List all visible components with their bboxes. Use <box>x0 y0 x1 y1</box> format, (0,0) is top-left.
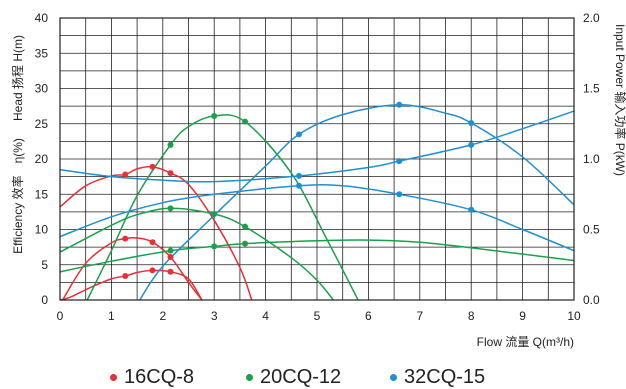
y-left-tick-label: 15 <box>35 187 49 201</box>
efficiency-point-16cq-8 <box>122 235 129 242</box>
head-curve-16cq-8 <box>59 165 253 301</box>
curves <box>59 103 575 301</box>
power-point-32cq-15 <box>468 206 475 213</box>
power-curve-16cq-8 <box>59 269 203 301</box>
power-curve-32cq-15 <box>59 184 575 252</box>
efficiency-point-32cq-15 <box>296 131 303 138</box>
legend-item-20cq-12: 20CQ-12 <box>246 366 341 388</box>
x-tick-label: 9 <box>519 309 526 323</box>
efficiency-point-32cq-15 <box>468 120 475 127</box>
legend-marker-32cq-15 <box>390 373 397 381</box>
head-point-32cq-15 <box>296 172 303 179</box>
head-point-20cq-12 <box>242 223 249 230</box>
head-point-20cq-12 <box>211 210 218 217</box>
efficiency-point-16cq-8 <box>167 253 174 260</box>
power-point-20cq-12 <box>242 240 249 247</box>
power-point-16cq-8 <box>167 268 174 275</box>
y-left-tick-label: 10 <box>35 223 49 237</box>
legend-label-32cq-15: 32CQ-15 <box>404 365 486 388</box>
legend-marker-20cq-12 <box>246 373 253 381</box>
x-tick-label: 6 <box>365 309 372 323</box>
efficiency-point-20cq-12 <box>242 118 249 125</box>
x-tick-label: 3 <box>211 309 218 323</box>
y-left-tick-label: 20 <box>35 152 49 166</box>
plot-frame <box>59 17 575 301</box>
x-tick-label: 2 <box>159 309 166 323</box>
legend-label-20cq-12: 20CQ-12 <box>260 365 342 388</box>
power-point-32cq-15 <box>296 182 303 189</box>
y-right-tick-label: 1.5 <box>583 82 600 96</box>
efficiency-curve-32cq-15 <box>139 103 575 301</box>
power-point-32cq-15 <box>396 191 403 198</box>
efficiency-point-20cq-12 <box>167 141 174 148</box>
efficiency-point-32cq-15 <box>396 101 403 108</box>
y-axis-label-efficiency: Efficiency 效率 η(%) <box>10 138 25 254</box>
head-curve-32cq-15 <box>59 110 575 183</box>
y-axis-label-power: Input Power 输入功率 P(kW) <box>613 24 626 176</box>
y-left-tick-label: 30 <box>35 82 49 96</box>
efficiency-curve-20cq-12 <box>86 114 359 301</box>
x-tick-label: 5 <box>314 309 321 323</box>
x-axis-label: Flow 流量 Q(m³/h) <box>477 335 574 349</box>
efficiency-point-20cq-12 <box>211 112 218 119</box>
x-tick-label: 4 <box>262 309 269 323</box>
head-point-20cq-12 <box>167 205 174 212</box>
x-tick-label: 8 <box>468 309 475 323</box>
y-right-tick-label: 0.0 <box>583 293 600 307</box>
legend: 16CQ-8 20CQ-12 32CQ-15 <box>0 366 626 388</box>
legend-marker-16cq-8 <box>110 373 117 381</box>
legend-label-16cq-8: 16CQ-8 <box>124 365 195 388</box>
head-point-32cq-15 <box>468 141 475 148</box>
y-left-tick-label: 25 <box>35 117 49 131</box>
y-right-tick-label: 1.0 <box>583 152 600 166</box>
markers <box>122 101 475 280</box>
y-right-tick-label: 0.5 <box>583 223 600 237</box>
head-point-32cq-15 <box>396 158 403 165</box>
power-point-20cq-12 <box>167 247 174 254</box>
head-point-16cq-8 <box>122 171 129 178</box>
y-left-tick-label: 35 <box>35 46 49 60</box>
power-point-20cq-12 <box>211 243 218 250</box>
pump-performance-chart: 0 1 2 3 4 5 6 7 8 9 10 0 5 10 15 20 25 30 35 40 0.0 0.5 1.0 1.5… <box>10 11 626 349</box>
head-point-16cq-8 <box>149 163 156 170</box>
head-point-16cq-8 <box>167 170 174 177</box>
y-left-tick-label: 0 <box>41 293 48 307</box>
y-axis-label-head: Head 扬程 H(m) <box>10 35 25 121</box>
y-left-tick-label: 5 <box>41 258 48 272</box>
x-tick-label: 7 <box>416 309 423 323</box>
power-curve-20cq-12 <box>59 239 575 273</box>
efficiency-point-16cq-8 <box>149 239 156 246</box>
power-point-16cq-8 <box>149 267 156 274</box>
head-curve-20cq-12 <box>59 207 334 301</box>
legend-item-32cq-15: 32CQ-15 <box>390 366 485 388</box>
y-right-tick-label: 2.0 <box>583 11 600 25</box>
tick-labels: 0 1 2 3 4 5 6 7 8 9 10 0 5 10 15 20 25 30 35 40 0.0 0.5 1.0 1.5… <box>35 11 600 323</box>
y-left-tick-label: 40 <box>35 11 49 25</box>
x-tick-label: 10 <box>567 309 581 323</box>
legend-item-16cq-8: 16CQ-8 <box>110 366 194 388</box>
power-point-16cq-8 <box>122 273 129 280</box>
x-tick-label: 1 <box>108 309 115 323</box>
x-tick-label: 0 <box>57 309 64 323</box>
grid <box>60 18 574 300</box>
